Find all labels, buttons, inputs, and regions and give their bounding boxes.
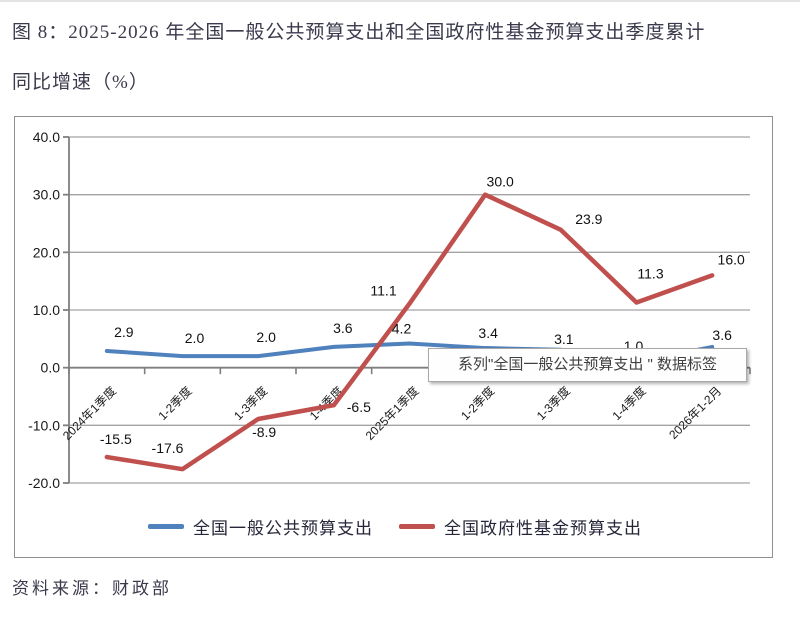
legend-swatch-red	[399, 523, 435, 529]
legend-label-govfund-budget: 全国政府性基金预算支出	[444, 518, 642, 538]
legend-swatch-blue	[148, 523, 184, 529]
data-label: 2.9	[114, 324, 134, 340]
x-axis-label: 2025年1季度	[362, 383, 422, 443]
chart-area: 40.0 30.0 20.0 10.0 0.0 -10.0 -20.0 2024年1季度 1-2…	[14, 116, 773, 558]
data-label: 3.6	[712, 327, 732, 343]
chart-legend: 全国一般公共预算支出 全国政府性基金预算支出	[148, 514, 642, 539]
x-axis-label: 1-3季度	[533, 383, 573, 423]
x-axis-label: 1-2季度	[457, 383, 497, 423]
data-label: 16.0	[718, 251, 745, 267]
y-axis-label: 0.0	[41, 360, 61, 376]
data-label: 3.6	[333, 320, 353, 336]
x-axis-label: 1-4季度	[306, 383, 346, 423]
data-label: 11.1	[370, 283, 396, 299]
data-label: 30.0	[487, 174, 514, 190]
legend-item-public-budget[interactable]: 全国一般公共预算支出	[148, 514, 373, 539]
y-axis-label: 40.0	[33, 129, 60, 145]
data-label: 11.3	[637, 266, 663, 282]
data-label: 4.2	[392, 320, 412, 336]
data-label: 3.1	[554, 331, 574, 347]
data-label: -15.5	[100, 431, 132, 447]
y-axis-label: -10.0	[28, 417, 60, 433]
figure-title-line2: 同比增速（%）	[12, 72, 149, 93]
data-label-tooltip: 系列"全国一般公共预算支出 " 数据标签	[428, 348, 747, 382]
legend-label-public-budget: 全国一般公共预算支出	[193, 518, 373, 538]
x-axis-label: 2026年1-2月	[666, 384, 724, 442]
data-label: -6.5	[347, 399, 371, 415]
data-label: 2.0	[256, 329, 276, 345]
series-line-series_red	[104, 192, 715, 472]
y-axis-label: -20.0	[28, 475, 60, 491]
figure-title-line1: 图 8：2025-2026 年全国一般公共预算支出和全国政府性基金预算支出季度累…	[12, 22, 706, 43]
figure-title: 图 8：2025-2026 年全国一般公共预算支出和全国政府性基金预算支出季度累…	[12, 8, 792, 108]
data-label: -17.6	[152, 440, 184, 456]
data-label: 2.0	[185, 330, 205, 346]
y-axis-label: 20.0	[33, 244, 60, 260]
x-axis-label: 1-2季度	[155, 383, 195, 423]
y-axis-label: 10.0	[33, 302, 60, 318]
tooltip-text: 系列"全国一般公共预算支出 " 数据标签	[458, 356, 717, 373]
data-label: 23.9	[575, 211, 602, 227]
y-axis-label: 30.0	[33, 187, 60, 203]
data-label: 3.4	[478, 325, 498, 341]
source-note: 资料来源：财政部	[12, 579, 172, 598]
data-label: -8.9	[252, 424, 276, 440]
legend-item-govfund-budget[interactable]: 全国政府性基金预算支出	[399, 514, 642, 539]
x-axis-label: 1-4季度	[609, 383, 649, 423]
